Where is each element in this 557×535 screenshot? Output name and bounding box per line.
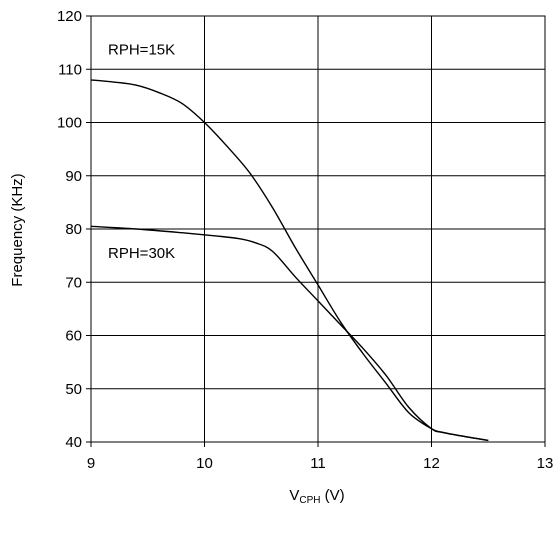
x-tick-label-11: 11: [310, 455, 326, 472]
y-tick-label-80: 80: [65, 221, 82, 238]
y-tick-label-110: 110: [58, 61, 82, 78]
annotation-rph-30k: RPH=30K: [108, 245, 175, 262]
tick-labels: 40 50 60 70 80 90 100 110 120 9 10 11 12 13: [57, 8, 553, 472]
x-tick-label-12: 12: [423, 455, 440, 472]
x-axis-title-subscript: CPH: [299, 495, 320, 506]
plot-area-frame: [90, 15, 546, 443]
y-tick-label-50: 50: [65, 381, 82, 398]
series-line-rph-30k: [90, 225, 489, 442]
x-tick-label-10: 10: [196, 455, 213, 472]
series-group: [90, 79, 489, 442]
y-tick-label-90: 90: [65, 168, 82, 185]
x-axis-title: VCPH (V): [289, 487, 344, 506]
annotations: RPH=15K RPH=30K: [108, 42, 175, 262]
x-axis-title-main: V: [289, 487, 299, 504]
x-tick-label-13: 13: [537, 455, 554, 472]
y-tick-label-40: 40: [65, 434, 82, 451]
grid: [86, 15, 546, 447]
y-tick-label-60: 60: [65, 328, 82, 345]
annotation-rph-15k: RPH=15K: [108, 42, 175, 59]
y-tick-label-70: 70: [65, 274, 82, 291]
x-axis-title-unit: (V): [320, 487, 344, 504]
y-tick-label-120: 120: [57, 8, 82, 25]
y-tick-label-100: 100: [57, 115, 82, 132]
x-tick-label-9: 9: [87, 455, 95, 472]
y-axis-title: Frequency (KHz): [9, 173, 26, 286]
